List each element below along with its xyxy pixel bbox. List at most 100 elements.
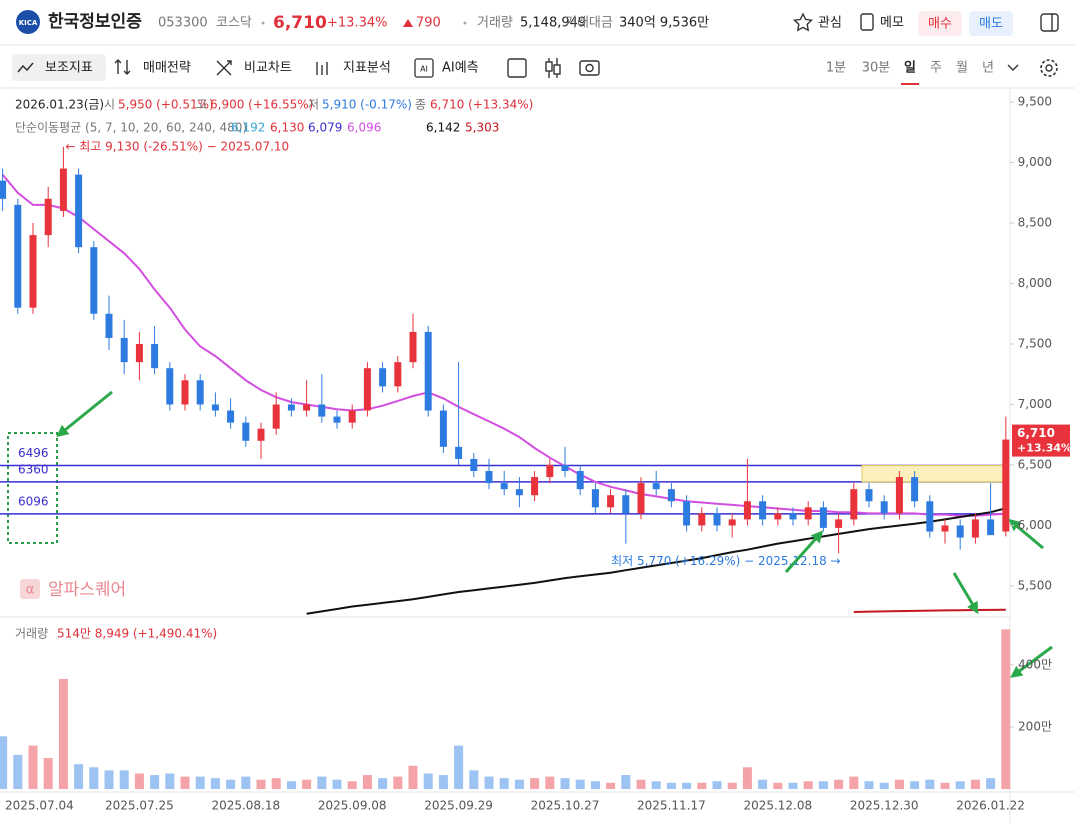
candle-body (318, 404, 326, 417)
volume-bar (484, 776, 494, 789)
period[interactable]: 주 (930, 61, 942, 76)
sell-button-bg[interactable] (969, 11, 1013, 36)
volume-bar (332, 779, 342, 789)
star-icon[interactable] (792, 12, 814, 32)
candle-icon-body (545, 61, 553, 72)
candle-body (29, 235, 37, 308)
x-tick-label: 2025.09.08 (318, 799, 387, 813)
candle-body (637, 483, 645, 514)
tool-active-bg[interactable] (12, 54, 106, 81)
volume-bar (545, 776, 555, 789)
panel-icon[interactable] (1040, 13, 1059, 32)
info-value: 6,710 (+13.34%) (430, 98, 533, 112)
candle-body (546, 464, 554, 478)
level-label: 6360 (18, 462, 49, 476)
sell-button[interactable]: 매도 (979, 17, 1003, 32)
volume-bar (499, 778, 509, 789)
buy-button-bg[interactable] (918, 11, 962, 36)
stock-name: 한국정보인증 (48, 12, 142, 32)
candle-body (211, 404, 219, 411)
y-tick-label: 8,000 (1018, 276, 1052, 290)
plot (0, 146, 1010, 615)
period[interactable]: 30분 (862, 61, 891, 76)
volume-bar (43, 757, 53, 789)
volume-bar (134, 773, 144, 789)
info-label: 종 (415, 98, 426, 112)
info-label: 시 (104, 98, 115, 112)
volume-bar (773, 782, 783, 789)
x-tick-label: 2025.07.25 (105, 799, 174, 813)
logo-text: KICA (19, 19, 38, 27)
volume-bar (469, 770, 479, 789)
tool[interactable]: 비교차트 (244, 61, 292, 76)
info-value: 5,950 (+0.51%) (118, 98, 214, 112)
candle-body (531, 477, 539, 496)
volume-bar (165, 773, 175, 789)
volume-bar (302, 779, 312, 789)
period[interactable]: 1분 (826, 61, 846, 76)
ma-value: 6,142 (426, 121, 460, 135)
candle-body (439, 410, 447, 447)
candle-body (196, 380, 204, 405)
candle-body (850, 489, 858, 520)
arrow (1010, 645, 1053, 678)
gear-icon[interactable] (1040, 59, 1058, 77)
volume-bar (712, 781, 722, 789)
camera-icon[interactable] (579, 60, 600, 76)
level-zone (861, 464, 1006, 483)
candle-body (683, 501, 691, 526)
price: 6,710 (273, 13, 327, 33)
tool-icon (316, 62, 328, 75)
volume-summary: 514만 8,949 (+1,490.41%) (57, 627, 217, 641)
candle-body (14, 204, 22, 308)
candle-body (956, 525, 964, 538)
period[interactable]: 년 (982, 61, 994, 76)
tool[interactable]: 지표분석 (343, 61, 391, 76)
candle-body (941, 525, 949, 532)
tool[interactable]: 매매전략 (143, 61, 191, 76)
info-value: 5,910 (-0.17%) (322, 98, 412, 112)
volume-bar (271, 778, 281, 789)
checkbox[interactable] (507, 58, 527, 78)
candle-body (607, 495, 615, 508)
ma-value: 6,192 (231, 121, 265, 135)
chevron[interactable] (1007, 64, 1019, 71)
candle-body (667, 489, 675, 502)
volume-bar (195, 776, 205, 789)
volume-bar (393, 776, 403, 789)
candle-body (895, 477, 903, 514)
volume-bar (210, 778, 220, 789)
ma-line (306, 507, 1007, 615)
volume-bar (104, 770, 114, 789)
memo-icon[interactable] (860, 13, 874, 31)
candle-body (424, 331, 432, 411)
buy-button[interactable]: 매수 (928, 17, 952, 32)
volume-bar (925, 779, 935, 789)
candle-body (363, 368, 371, 411)
volume-bar (910, 781, 920, 789)
tool[interactable]: AI예측 (442, 61, 479, 76)
watch-button[interactable]: 관심 (818, 16, 842, 31)
highlight-box (7, 432, 58, 544)
volume-bar (89, 767, 99, 789)
y-tick-label: 9,000 (1018, 155, 1052, 169)
period[interactable]: 월 (956, 61, 968, 76)
price-tag-price: 6,710 (1017, 426, 1055, 440)
candle-body (348, 410, 356, 423)
candle-body (576, 471, 584, 490)
tool[interactable]: 보조지표 (45, 61, 93, 76)
low-note: 최저 5,770 (+16.29%) − 2025.12.18 → (611, 554, 841, 568)
period-active[interactable]: 일 (904, 61, 916, 76)
volume-bar (834, 779, 844, 789)
candle-body (333, 416, 341, 423)
volume-bar (727, 782, 737, 789)
candle-body (835, 519, 843, 528)
candle-body (789, 513, 797, 520)
volume-bar (0, 736, 8, 789)
arrow (784, 530, 824, 574)
candle-body (59, 168, 67, 211)
camera-lens (585, 63, 594, 73)
level-label: 6496 (18, 446, 49, 460)
memo-button[interactable]: 메모 (880, 16, 904, 31)
